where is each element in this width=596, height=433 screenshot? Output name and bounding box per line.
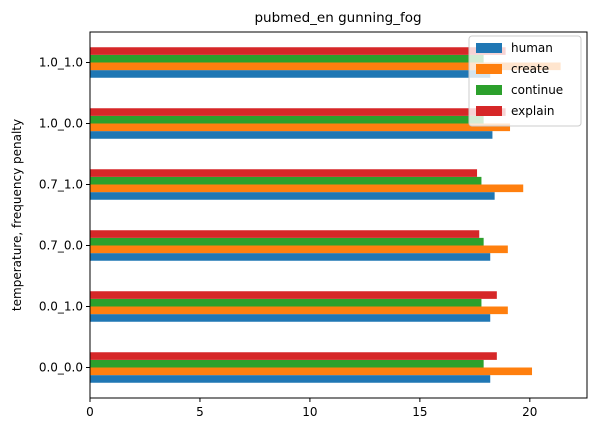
bar-continue-0.7_1.0: [90, 176, 482, 185]
bar-explain-0.7_1.0: [90, 169, 478, 177]
legend-swatch-human: [476, 43, 502, 53]
bar-create-0.7_0.0: [90, 245, 508, 254]
bar-create-0.0_1.0: [90, 306, 508, 315]
legend: human create continue explain: [468, 35, 582, 127]
y-tick-label: 1.0_0.0: [39, 117, 83, 131]
legend-label-explain: explain: [511, 104, 555, 118]
bar-continue-0.0_1.0: [90, 298, 482, 307]
bar-human-1.0_0.0: [90, 131, 493, 139]
x-tick-label: 10: [302, 405, 317, 419]
bar-continue-0.0_0.0: [90, 359, 484, 368]
chart-title: pubmed_en gunning_fog: [254, 10, 421, 26]
y-tick-label: 1.0_1.0: [39, 56, 83, 70]
x-tick-label: 15: [412, 405, 427, 419]
axes-frame: [89, 31, 588, 399]
legend-label-continue: continue: [511, 83, 563, 97]
bar-create-1.0_0.0: [90, 123, 511, 132]
y-tick-label: 0.7_1.0: [39, 178, 83, 192]
bar-create-0.0_0.0: [90, 367, 533, 376]
bar-human-0.7_0.0: [90, 253, 491, 261]
y-tick-label: 0.7_0.0: [39, 239, 83, 253]
bar-explain-1.0_1.0: [90, 47, 506, 55]
bar-continue-0.7_0.0: [90, 237, 484, 246]
legend-label-human: human: [511, 41, 553, 55]
x-tick-label: 20: [522, 405, 537, 419]
bar-create-1.0_1.0: [90, 62, 561, 71]
bar-continue-1.0_0.0: [90, 115, 484, 124]
legend-swatch-explain: [476, 106, 502, 116]
legend-label-create: create: [511, 62, 549, 76]
bar-explain-0.7_0.0: [90, 230, 480, 238]
y-axis-label: temperature, frequency penalty: [10, 119, 24, 311]
bar-explain-0.0_0.0: [90, 352, 497, 360]
y-tick-label: 0.0_0.0: [39, 361, 83, 375]
bar-human-0.0_1.0: [90, 314, 491, 322]
legend-swatch-create: [476, 64, 502, 74]
bar-explain-1.0_0.0: [90, 108, 506, 116]
bar-explain-0.0_1.0: [90, 291, 497, 299]
bar-human-1.0_1.0: [90, 70, 491, 78]
x-tick-label: 5: [196, 405, 204, 419]
bar-human-0.7_1.0: [90, 192, 495, 200]
y-tick-label: 0.0_1.0: [39, 300, 83, 314]
bar-continue-1.0_1.0: [90, 54, 484, 63]
bar-create-0.7_1.0: [90, 184, 524, 193]
bar-human-0.0_0.0: [90, 375, 491, 383]
legend-swatch-continue: [476, 85, 502, 95]
plot-area: [90, 47, 561, 383]
legend-box: [468, 35, 582, 127]
x-tick-label: 0: [86, 405, 94, 419]
